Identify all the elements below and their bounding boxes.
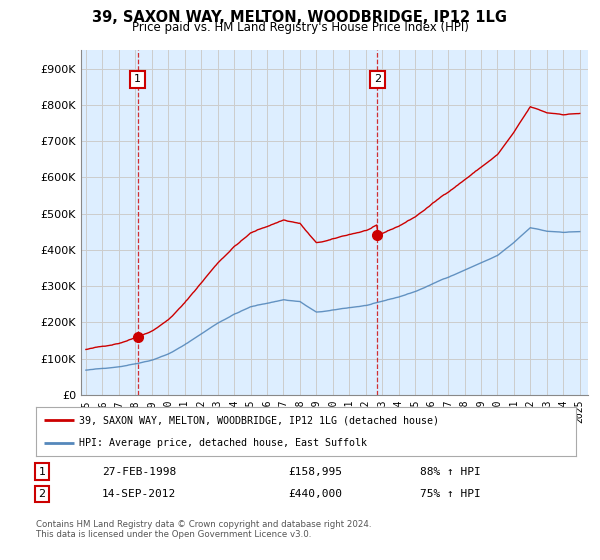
Text: 2: 2 xyxy=(38,489,46,499)
Text: 39, SAXON WAY, MELTON, WOODBRIDGE, IP12 1LG: 39, SAXON WAY, MELTON, WOODBRIDGE, IP12 … xyxy=(92,10,508,25)
Text: 39, SAXON WAY, MELTON, WOODBRIDGE, IP12 1LG (detached house): 39, SAXON WAY, MELTON, WOODBRIDGE, IP12 … xyxy=(79,416,439,426)
Text: HPI: Average price, detached house, East Suffolk: HPI: Average price, detached house, East… xyxy=(79,438,367,448)
Text: 75% ↑ HPI: 75% ↑ HPI xyxy=(420,489,481,499)
Text: £440,000: £440,000 xyxy=(288,489,342,499)
Text: 14-SEP-2012: 14-SEP-2012 xyxy=(102,489,176,499)
Text: 1: 1 xyxy=(134,74,141,85)
Text: 88% ↑ HPI: 88% ↑ HPI xyxy=(420,466,481,477)
Text: £158,995: £158,995 xyxy=(288,466,342,477)
Text: Price paid vs. HM Land Registry's House Price Index (HPI): Price paid vs. HM Land Registry's House … xyxy=(131,21,469,34)
Text: 2: 2 xyxy=(374,74,381,85)
Text: 1: 1 xyxy=(38,466,46,477)
Text: Contains HM Land Registry data © Crown copyright and database right 2024.
This d: Contains HM Land Registry data © Crown c… xyxy=(36,520,371,539)
Text: 27-FEB-1998: 27-FEB-1998 xyxy=(102,466,176,477)
